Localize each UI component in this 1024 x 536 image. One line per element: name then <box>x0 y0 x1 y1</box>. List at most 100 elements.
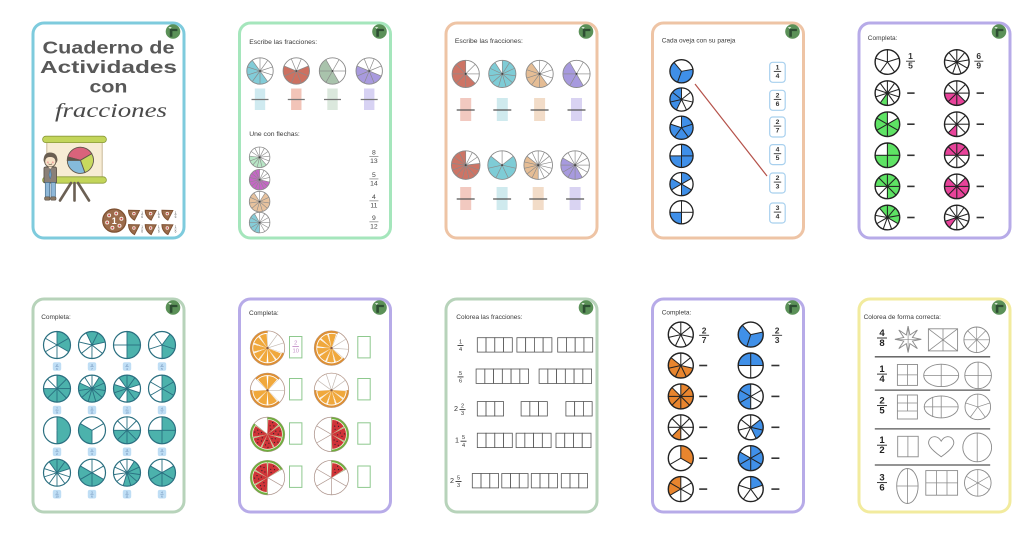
svg-text:4: 4 <box>372 194 376 201</box>
svg-text:5: 5 <box>91 406 93 410</box>
svg-text:2: 2 <box>879 445 884 456</box>
svg-text:3: 3 <box>879 473 884 484</box>
svg-text:7: 7 <box>702 335 707 345</box>
svg-text:6: 6 <box>91 495 93 499</box>
svg-text:9: 9 <box>976 61 981 71</box>
svg-text:3: 3 <box>161 448 163 452</box>
svg-text:3: 3 <box>775 335 780 345</box>
svg-text:8: 8 <box>372 150 376 157</box>
svg-text:7: 7 <box>126 406 128 410</box>
svg-text:2: 2 <box>879 396 884 407</box>
svg-text:2: 2 <box>126 363 128 367</box>
svg-text:13: 13 <box>370 158 378 165</box>
svg-text:6: 6 <box>776 101 780 108</box>
svg-text:4: 4 <box>126 367 128 371</box>
svg-text:5: 5 <box>459 371 462 377</box>
svg-text:2: 2 <box>702 325 707 335</box>
svg-text:2: 2 <box>56 452 58 456</box>
svg-text:1: 1 <box>91 448 93 452</box>
svg-text:fracciones: fracciones <box>55 101 167 122</box>
svg-text:9: 9 <box>56 410 58 414</box>
svg-text:3: 3 <box>461 411 464 417</box>
svg-text:5: 5 <box>372 172 376 179</box>
svg-text:3: 3 <box>56 491 58 495</box>
svg-text:4: 4 <box>776 147 780 154</box>
svg-text:3: 3 <box>457 483 460 489</box>
svg-text:3: 3 <box>91 452 93 456</box>
svg-text:2: 2 <box>775 325 780 335</box>
svg-text:4: 4 <box>126 448 128 452</box>
svg-text:4: 4 <box>776 73 780 80</box>
svg-text:2: 2 <box>56 363 58 367</box>
svg-text:3: 3 <box>776 205 780 212</box>
svg-text:6: 6 <box>141 229 143 233</box>
svg-text:4: 4 <box>459 347 462 353</box>
svg-text:2: 2 <box>776 92 780 99</box>
svg-text:Escribe las fracciones:: Escribe las fracciones: <box>455 38 523 45</box>
svg-text:5: 5 <box>908 61 913 71</box>
svg-text:Completa:: Completa: <box>662 310 692 317</box>
svg-text:Actividades: Actividades <box>40 57 177 77</box>
svg-text:6: 6 <box>879 483 884 494</box>
svg-text:con: con <box>90 77 128 97</box>
svg-text:4: 4 <box>161 452 163 456</box>
svg-text:5: 5 <box>776 155 780 162</box>
svg-text:11: 11 <box>370 202 377 209</box>
svg-text:7: 7 <box>56 406 58 410</box>
svg-text:5: 5 <box>457 476 460 482</box>
svg-text:4: 4 <box>462 443 465 449</box>
svg-text:2: 2 <box>450 476 454 485</box>
svg-text:1: 1 <box>455 436 459 445</box>
svg-text:5: 5 <box>462 435 465 441</box>
svg-text:1: 1 <box>56 448 58 452</box>
svg-text:1: 1 <box>175 211 177 215</box>
svg-text:1: 1 <box>112 216 117 226</box>
svg-text:4: 4 <box>776 214 780 221</box>
svg-text:Colorea de forma correcta:: Colorea de forma correcta: <box>864 314 942 321</box>
svg-text:4: 4 <box>879 328 885 339</box>
svg-text:2: 2 <box>776 119 780 126</box>
svg-text:7: 7 <box>91 367 93 371</box>
svg-text:11: 11 <box>125 495 128 499</box>
svg-text:1: 1 <box>459 340 462 346</box>
svg-text:6: 6 <box>459 379 462 385</box>
svg-text:10: 10 <box>292 348 298 354</box>
svg-text:5: 5 <box>126 491 128 495</box>
svg-text:11: 11 <box>90 410 93 414</box>
svg-text:1: 1 <box>175 225 177 229</box>
svg-text:2: 2 <box>454 404 458 413</box>
svg-text:2: 2 <box>294 341 297 347</box>
svg-text:6: 6 <box>56 367 58 371</box>
svg-text:3: 3 <box>91 491 93 495</box>
svg-text:6: 6 <box>175 215 177 219</box>
svg-text:1: 1 <box>776 64 780 71</box>
svg-text:4: 4 <box>161 406 163 410</box>
svg-text:Completa:: Completa: <box>249 310 279 317</box>
svg-text:5: 5 <box>161 367 163 371</box>
svg-text:6: 6 <box>175 229 177 233</box>
svg-text:14: 14 <box>370 181 378 188</box>
svg-text:3: 3 <box>776 184 780 191</box>
svg-text:1: 1 <box>879 364 885 375</box>
svg-text:4: 4 <box>161 491 163 495</box>
svg-text:1: 1 <box>879 435 885 446</box>
svg-text:2: 2 <box>161 363 163 367</box>
svg-text:1: 1 <box>158 225 160 229</box>
svg-text:Completa:: Completa: <box>41 314 71 321</box>
svg-text:6: 6 <box>976 51 981 61</box>
svg-text:8: 8 <box>879 338 884 349</box>
svg-text:Completa:: Completa: <box>868 35 898 42</box>
svg-text:Colorea las fracciones:: Colorea las fracciones: <box>456 314 522 321</box>
svg-text:Cuaderno de: Cuaderno de <box>43 38 175 58</box>
svg-text:10: 10 <box>55 495 59 499</box>
svg-text:1: 1 <box>141 211 143 215</box>
svg-text:6: 6 <box>158 215 160 219</box>
svg-text:7: 7 <box>161 410 163 414</box>
svg-text:3: 3 <box>91 363 93 367</box>
svg-text:6: 6 <box>161 495 163 499</box>
svg-text:6: 6 <box>141 215 143 219</box>
svg-text:1: 1 <box>908 51 913 61</box>
svg-text:Escribe las fracciones:: Escribe las fracciones: <box>249 39 317 46</box>
svg-text:Cada oveja con su pareja: Cada oveja con su pareja <box>662 38 736 45</box>
svg-text:2: 2 <box>461 404 464 410</box>
